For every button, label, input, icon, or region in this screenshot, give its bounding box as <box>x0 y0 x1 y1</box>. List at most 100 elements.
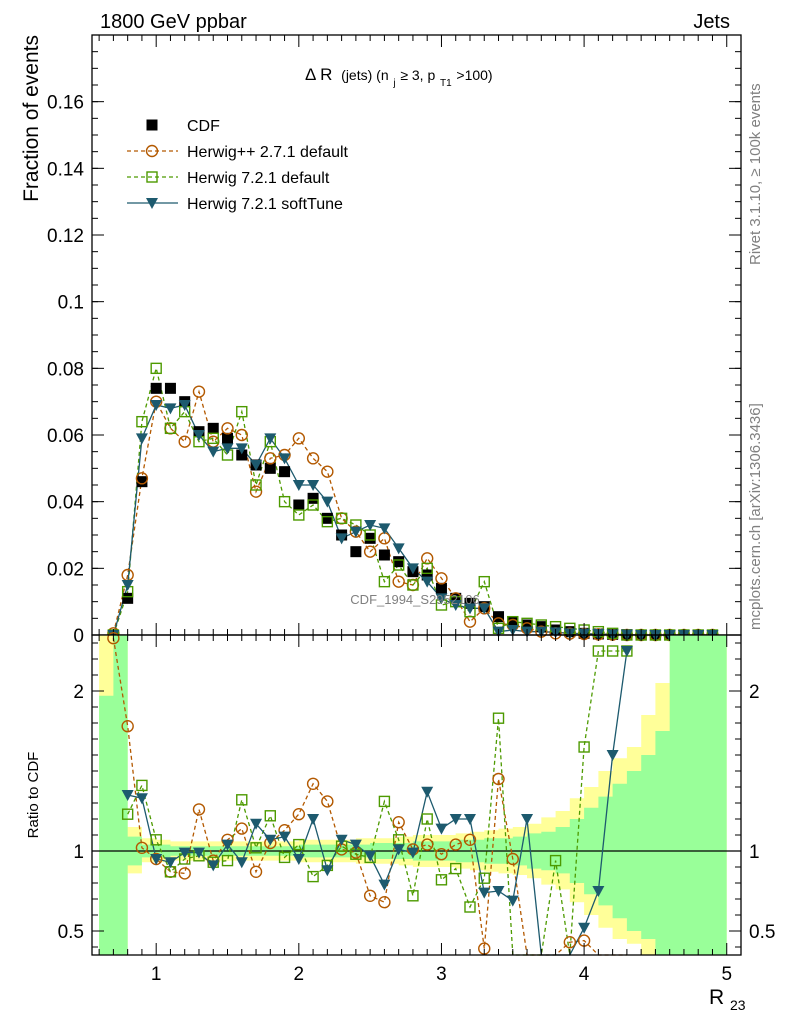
mcplots-text: mcplots.cern.ch [arXiv:1306.3436] <box>747 403 764 630</box>
ratio-point-herwig-7-2-1-default <box>435 874 448 886</box>
ratio-point-herwig-7-2-1-softtune <box>435 823 448 835</box>
ratio-point-herwig-7-2-1-softtune <box>620 646 633 657</box>
ratio-point-herwig-2-7-1-default <box>492 772 505 786</box>
point-herwig-7-2-1-softtune <box>421 576 434 588</box>
point-herwig-7-2-1-softtune <box>392 543 405 555</box>
ratio-point-herwig-7-2-1-softtune <box>506 895 519 907</box>
ratio-series-markers <box>107 632 633 955</box>
point-cdf <box>321 512 333 524</box>
ratio-point-herwig-7-2-1-default <box>392 834 405 846</box>
ratio-point-herwig-7-2-1-default <box>307 870 319 883</box>
point-herwig-7-2-1-default <box>307 499 319 511</box>
rivet-version-text: Rivet 3.1.10, ≥ 100k events <box>747 83 764 265</box>
point-herwig-7-2-1-default <box>378 575 391 588</box>
main-y-tick-label: 0.08 <box>47 359 84 380</box>
x-axis-label-sub: 23 <box>730 997 746 1013</box>
ratio-point-herwig-7-2-1-default <box>150 834 162 846</box>
point-herwig-7-2-1-softtune <box>192 430 205 441</box>
point-herwig-7-2-1-softtune <box>378 523 391 535</box>
legend-label-cdf: CDF <box>187 118 220 135</box>
ratio-point-herwig-7-2-1-default <box>236 794 248 806</box>
point-cdf <box>364 532 376 544</box>
ratio-series-lines <box>112 638 628 956</box>
ratio-point-herwig-7-2-1-softtune <box>250 818 263 830</box>
legend: CDF Herwig++ 2.7.1 default Herwig 7.2.1 de… <box>127 118 349 213</box>
ratio-point-herwig-7-2-1-default <box>136 779 148 792</box>
point-herwig-2-7-1-default <box>463 615 477 628</box>
ratio-point-herwig-7-2-1-softtune <box>578 922 591 934</box>
ratio-point-herwig-7-2-1-default <box>421 813 433 825</box>
x-tick-label: 5 <box>721 964 732 985</box>
legend-marker-herwig-2-7-1-default <box>145 144 159 158</box>
point-herwig-7-2-1-softtune <box>307 480 320 491</box>
ratio-point-herwig-7-2-1-default <box>121 808 134 820</box>
ratio-point-herwig-7-2-1-softtune <box>364 850 377 862</box>
ratio-point-herwig-2-7-1-default <box>306 777 320 790</box>
header-right: Jets <box>693 11 730 33</box>
ratio-uncertainty-bands <box>99 635 727 955</box>
ratio-point-herwig-7-2-1-softtune <box>392 844 405 856</box>
ratio-point-herwig-7-2-1-default <box>164 866 177 878</box>
point-herwig-7-2-1-default <box>150 362 162 375</box>
legend-label-herwig-2-7-1-default: Herwig++ 2.7.1 default <box>187 144 349 161</box>
ratio-point-herwig-2-7-1-default <box>178 867 191 880</box>
point-cdf <box>164 382 176 394</box>
point-herwig-2-7-1-default <box>363 545 377 558</box>
title-paren: (jets) (n <box>341 67 388 83</box>
ratio-line-herwig-7-2-1-softtune <box>127 650 628 956</box>
point-herwig-7-2-1-softtune <box>406 563 419 575</box>
ratio-point-herwig-7-2-1-softtune <box>164 857 177 869</box>
point-herwig-2-7-1-default <box>392 575 405 588</box>
point-cdf <box>307 492 319 504</box>
ratio-point-herwig-7-2-1-softtune <box>192 847 205 859</box>
point-herwig-2-7-1-default <box>178 435 191 448</box>
ratio-point-herwig-2-7-1-default <box>121 720 134 733</box>
main-y-tick-label: 0.1 <box>58 293 84 314</box>
ratio-point-herwig-7-2-1-softtune <box>178 847 191 859</box>
title-main: Δ R <box>305 65 332 84</box>
ratio-point-herwig-7-2-1-default <box>250 842 262 854</box>
point-cdf <box>264 462 276 474</box>
ratio-point-herwig-7-2-1-softtune <box>150 854 163 865</box>
point-herwig-7-2-1-default <box>207 432 219 445</box>
ratio-point-herwig-7-2-1-default <box>592 645 605 657</box>
point-herwig-2-7-1-default <box>321 465 334 478</box>
point-herwig-7-2-1-default <box>278 495 291 508</box>
ratio-point-herwig-7-2-1-default <box>450 862 462 875</box>
ratio-point-herwig-2-7-1-default <box>321 795 334 808</box>
point-herwig-7-2-1-softtune <box>292 480 305 491</box>
point-cdf <box>236 449 248 461</box>
ratio-point-herwig-2-7-1-default <box>449 838 462 851</box>
ratio-point-herwig-2-7-1-default <box>378 896 391 909</box>
ratio-point-herwig-7-2-1-default <box>221 854 234 867</box>
ratio-point-herwig-7-2-1-softtune <box>592 886 605 897</box>
point-herwig-7-2-1-default <box>236 405 248 418</box>
ratio-point-herwig-2-7-1-default <box>435 848 448 861</box>
legend-marker-herwig-7-2-1-default <box>146 171 158 183</box>
ratio-point-herwig-7-2-1-softtune <box>278 831 291 843</box>
ratio-band-green <box>99 635 727 955</box>
ratio-point-herwig-2-7-1-default <box>563 936 577 949</box>
point-herwig-2-7-1-default <box>435 572 448 585</box>
ratio-point-herwig-7-2-1-softtune <box>606 750 619 761</box>
point-cdf <box>421 569 433 581</box>
point-herwig-2-7-1-default <box>420 552 434 565</box>
line-herwig-7-2-1-default <box>112 368 713 636</box>
point-herwig-7-2-1-default <box>335 512 348 525</box>
ratio-point-herwig-2-7-1-default <box>420 838 434 851</box>
ratio-point-herwig-7-2-1-default <box>293 838 305 851</box>
ratio-point-herwig-7-2-1-softtune <box>406 847 419 859</box>
point-herwig-7-2-1-softtune <box>150 400 163 411</box>
legend-label-herwig-7-2-1-softtune: Herwig 7.2.1 softTune <box>187 196 343 213</box>
point-herwig-2-7-1-default <box>235 428 248 442</box>
x-tick-label: 2 <box>294 964 305 985</box>
point-herwig-7-2-1-default <box>321 515 334 528</box>
title-mid: ≥ 3, p <box>400 67 435 83</box>
ratio-point-herwig-2-7-1-default <box>192 803 206 816</box>
ratio-point-herwig-7-2-1-default <box>264 810 276 822</box>
ratio-point-herwig-2-7-1-default <box>363 889 377 902</box>
point-herwig-2-7-1-default <box>249 485 263 498</box>
point-herwig-2-7-1-default <box>221 422 234 435</box>
legend-marker-herwig-7-2-1-softtune <box>146 198 158 209</box>
